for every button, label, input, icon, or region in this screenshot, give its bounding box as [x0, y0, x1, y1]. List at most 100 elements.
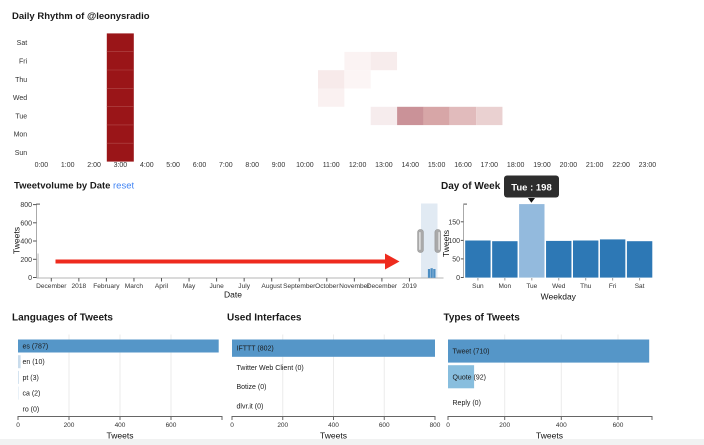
svg-text:9:00: 9:00 [272, 162, 286, 169]
svg-text:600: 600 [166, 422, 177, 429]
svg-text:September: September [283, 283, 316, 290]
svg-text:23:00: 23:00 [639, 162, 657, 169]
svg-text:Sun: Sun [15, 150, 28, 157]
svg-text:13:00: 13:00 [375, 162, 393, 169]
svg-text:0: 0 [16, 422, 20, 429]
svg-text:Sat: Sat [17, 40, 28, 47]
svg-text:22:00: 22:00 [612, 162, 630, 169]
svg-text:November: November [339, 283, 370, 290]
svg-text:Used Interfaces: Used Interfaces [227, 313, 302, 324]
svg-text:Sun: Sun [472, 283, 484, 290]
svg-text:Languages of Tweets: Languages of Tweets [12, 313, 113, 324]
svg-text:March: March [125, 283, 144, 290]
svg-text:200: 200 [499, 422, 510, 429]
svg-text:Botize (0): Botize (0) [237, 384, 267, 391]
svg-text:10:00: 10:00 [296, 162, 314, 169]
svg-text:August: August [261, 283, 282, 290]
svg-text:400: 400 [556, 422, 567, 429]
svg-text:Wed: Wed [13, 95, 27, 102]
svg-text:21:00: 21:00 [586, 162, 604, 169]
svg-text:200: 200 [64, 422, 75, 429]
svg-text:400: 400 [328, 422, 339, 429]
svg-text:Tweets: Tweets [12, 227, 22, 254]
svg-text:Tue: Tue [526, 283, 537, 290]
svg-text:Mon: Mon [499, 283, 512, 290]
svg-text:ro (0): ro (0) [23, 406, 40, 413]
svg-text:50: 50 [452, 256, 460, 263]
svg-text:April: April [155, 283, 169, 290]
svg-text:Tweets: Tweets [107, 431, 134, 441]
svg-text:June: June [209, 283, 224, 290]
svg-text:reset: reset [113, 181, 134, 192]
svg-text:Reply (0): Reply (0) [453, 400, 481, 407]
svg-text:18:00: 18:00 [507, 162, 525, 169]
svg-text:19:00: 19:00 [533, 162, 551, 169]
svg-text:Thu: Thu [580, 283, 592, 290]
svg-text:Fri: Fri [19, 59, 28, 66]
svg-text:11:00: 11:00 [323, 162, 340, 169]
svg-text:es (787): es (787) [23, 344, 49, 351]
svg-text:dlvr.it (0): dlvr.it (0) [237, 404, 264, 411]
svg-text:IFTTT (802): IFTTT (802) [237, 346, 274, 353]
svg-text:20:00: 20:00 [560, 162, 578, 169]
svg-text:2019: 2019 [402, 283, 417, 290]
svg-text:0: 0 [446, 422, 450, 429]
svg-text:Tweetvolume by Date: Tweetvolume by Date [14, 181, 110, 192]
svg-text:Mon: Mon [14, 132, 28, 139]
svg-text:December: December [367, 283, 398, 290]
svg-text:February: February [93, 283, 120, 290]
svg-text:Quote (92): Quote (92) [453, 374, 486, 381]
svg-text:pt (3): pt (3) [23, 375, 39, 382]
svg-text:Tweets: Tweets [320, 431, 347, 441]
svg-text:600: 600 [613, 422, 624, 429]
svg-text:December: December [36, 283, 67, 290]
svg-text:Day of Week: Day of Week [441, 181, 501, 192]
svg-text:Wed: Wed [552, 283, 566, 290]
svg-text:2:00: 2:00 [87, 162, 101, 169]
svg-text:6:00: 6:00 [193, 162, 207, 169]
svg-text:Tweet (710): Tweet (710) [453, 349, 490, 356]
svg-text:0: 0 [28, 275, 32, 282]
svg-text:1:00: 1:00 [61, 162, 75, 169]
svg-text:Sat: Sat [635, 283, 645, 290]
svg-text:Daily Rhythm of @leonysradio: Daily Rhythm of @leonysradio [12, 11, 150, 22]
svg-text:July: July [238, 283, 250, 290]
svg-text:600: 600 [379, 422, 390, 429]
svg-text:Twitter Web Client (0): Twitter Web Client (0) [237, 365, 304, 372]
svg-text:400: 400 [20, 239, 32, 246]
svg-text:600: 600 [20, 220, 32, 227]
svg-text:5:00: 5:00 [166, 162, 180, 169]
svg-text:Tweets: Tweets [536, 431, 563, 441]
svg-text:15:00: 15:00 [428, 162, 446, 169]
svg-text:100: 100 [448, 238, 460, 245]
svg-text:2018: 2018 [72, 283, 87, 290]
svg-text:800: 800 [20, 202, 32, 209]
svg-text:8:00: 8:00 [245, 162, 259, 169]
svg-text:400: 400 [115, 422, 126, 429]
svg-text:Tweets: Tweets [441, 230, 451, 257]
svg-text:May: May [183, 283, 196, 290]
svg-text:200: 200 [277, 422, 288, 429]
svg-text:800: 800 [430, 422, 441, 429]
svg-text:0: 0 [456, 275, 460, 282]
svg-text:16:00: 16:00 [454, 162, 472, 169]
svg-text:Types of Tweets: Types of Tweets [444, 313, 521, 324]
svg-text:ca (2): ca (2) [23, 391, 41, 398]
svg-text:Thu: Thu [15, 77, 27, 84]
svg-text:200: 200 [20, 257, 32, 264]
svg-text:17:00: 17:00 [481, 162, 499, 169]
svg-text:Date: Date [224, 290, 242, 300]
svg-text:150: 150 [448, 219, 460, 226]
svg-text:October: October [315, 283, 339, 290]
svg-text:Tue : 198: Tue : 198 [511, 183, 551, 194]
svg-text:12:00: 12:00 [349, 162, 367, 169]
svg-text:14:00: 14:00 [402, 162, 420, 169]
svg-text:4:00: 4:00 [140, 162, 154, 169]
svg-text:en (10): en (10) [23, 359, 45, 366]
svg-text:3:00: 3:00 [114, 162, 128, 169]
svg-text:Tue: Tue [15, 113, 27, 120]
svg-text:0: 0 [230, 422, 234, 429]
svg-text:Fri: Fri [609, 283, 617, 290]
svg-text:7:00: 7:00 [219, 162, 233, 169]
svg-text:Weekday: Weekday [541, 292, 577, 302]
